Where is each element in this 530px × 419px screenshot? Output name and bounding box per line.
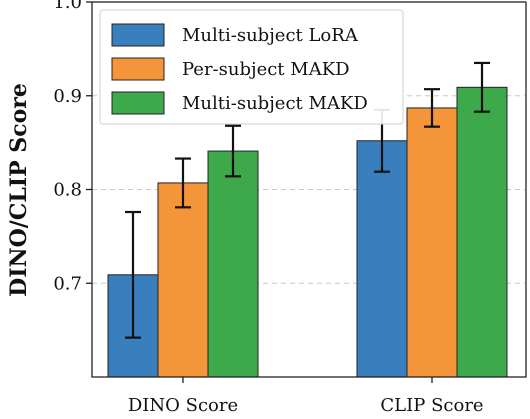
legend-label: Per-subject MAKD xyxy=(182,59,350,80)
bar xyxy=(456,86,508,378)
y-tick-label: 0.9 xyxy=(53,86,82,107)
y-axis-label: DINO/CLIP Score xyxy=(6,83,32,297)
y-tick-label: 1.0 xyxy=(53,0,82,13)
legend-label: Multi-subject LoRA xyxy=(182,25,359,46)
legend: Multi-subject LoRA Per-subject MAKD Multi-… xyxy=(99,9,404,125)
x-tick-label: DINO Score xyxy=(128,395,238,416)
legend-label: Multi-subject MAKD xyxy=(182,93,368,114)
legend-swatch xyxy=(111,91,165,115)
y-tick-label: 0.7 xyxy=(53,273,82,294)
x-axis-ticks: DINO Score CLIP Score xyxy=(128,377,484,416)
x-tick-label: CLIP Score xyxy=(380,395,483,416)
legend-swatch xyxy=(111,23,165,47)
bar xyxy=(157,182,209,378)
y-axis-ticks: 0.7 0.8 0.9 1.0 xyxy=(53,0,92,294)
bars-group xyxy=(107,86,508,378)
y-tick-label: 0.8 xyxy=(53,180,82,201)
legend-box xyxy=(99,9,404,125)
legend-swatch xyxy=(111,57,165,81)
bar xyxy=(406,107,458,378)
bar xyxy=(356,140,408,378)
bar xyxy=(207,150,259,378)
